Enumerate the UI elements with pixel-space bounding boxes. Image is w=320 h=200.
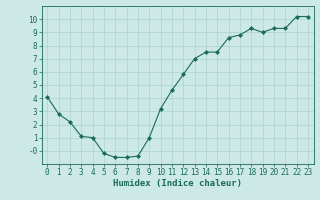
X-axis label: Humidex (Indice chaleur): Humidex (Indice chaleur) <box>113 179 242 188</box>
